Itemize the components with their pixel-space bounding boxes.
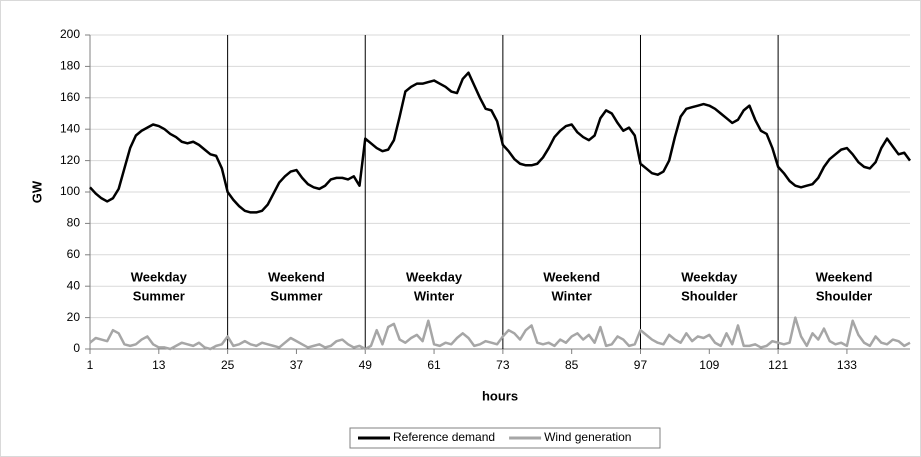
y-tick-label: 140 <box>60 121 80 135</box>
y-tick-label: 80 <box>67 216 81 230</box>
period-label: Shoulder <box>816 288 872 303</box>
y-tick-label: 120 <box>60 153 80 167</box>
x-tick-label: 49 <box>359 358 373 372</box>
y-tick-label: 160 <box>60 90 80 104</box>
period-label: Shoulder <box>681 288 737 303</box>
y-tick-label: 60 <box>67 247 81 261</box>
x-tick-label: 25 <box>221 358 235 372</box>
period-label: Summer <box>133 288 185 303</box>
series-line <box>89 316 911 351</box>
period-label: Winter <box>552 288 592 303</box>
y-tick-label: 20 <box>67 310 81 324</box>
y-axis-label: GW <box>29 180 44 203</box>
period-label: Weekday <box>406 269 463 284</box>
x-tick-label: 121 <box>768 358 788 372</box>
legend-label: Wind generation <box>544 430 631 444</box>
x-tick-label: 133 <box>837 358 857 372</box>
period-label: Weekday <box>681 269 738 284</box>
y-tick-label: 0 <box>73 341 80 355</box>
period-label: Weekend <box>816 269 873 284</box>
y-tick-label: 40 <box>67 278 81 292</box>
x-tick-label: 109 <box>699 358 719 372</box>
x-tick-label: 37 <box>290 358 304 372</box>
period-label: Winter <box>414 288 454 303</box>
y-tick-label: 100 <box>60 184 80 198</box>
legend-box <box>349 427 661 449</box>
x-axis-label: hours <box>482 388 518 403</box>
x-tick-label: 73 <box>496 358 510 372</box>
series-line <box>89 71 912 214</box>
period-label: Weekend <box>268 269 325 284</box>
x-tick-label: 97 <box>634 358 648 372</box>
period-label: Weekend <box>543 269 600 284</box>
x-tick-label: 1 <box>87 358 94 372</box>
y-tick-label: 200 <box>60 27 80 41</box>
period-label: Weekday <box>131 269 188 284</box>
x-tick-label: 13 <box>152 358 166 372</box>
period-label: Summer <box>270 288 322 303</box>
legend-label: Reference demand <box>393 430 495 444</box>
y-tick-label: 180 <box>60 59 80 73</box>
x-tick-label: 61 <box>427 358 441 372</box>
x-tick-label: 85 <box>565 358 579 372</box>
